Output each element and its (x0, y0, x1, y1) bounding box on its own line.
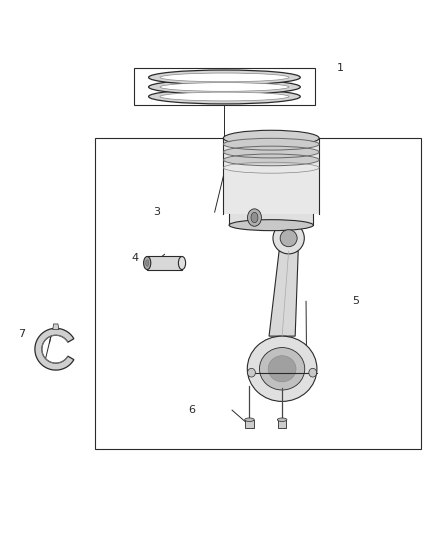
Ellipse shape (160, 92, 289, 101)
Ellipse shape (259, 348, 305, 390)
Ellipse shape (160, 73, 289, 82)
Ellipse shape (273, 223, 304, 254)
Ellipse shape (148, 70, 300, 85)
Bar (229, 214, 313, 225)
Bar (245, 419, 254, 427)
Ellipse shape (224, 147, 318, 157)
Text: 4: 4 (131, 253, 138, 263)
Ellipse shape (224, 140, 318, 149)
Text: 6: 6 (188, 405, 195, 415)
Ellipse shape (280, 230, 297, 247)
Ellipse shape (223, 130, 319, 146)
Text: 5: 5 (352, 296, 359, 306)
Ellipse shape (247, 209, 261, 226)
Ellipse shape (245, 418, 254, 422)
Polygon shape (35, 328, 74, 370)
Ellipse shape (247, 368, 255, 377)
Polygon shape (53, 324, 59, 329)
Ellipse shape (178, 256, 186, 270)
Text: 1: 1 (336, 63, 343, 74)
Bar (278, 419, 286, 427)
Ellipse shape (148, 89, 300, 104)
Ellipse shape (277, 418, 287, 422)
Bar (134, 68, 315, 106)
Ellipse shape (229, 220, 313, 231)
Text: 3: 3 (153, 207, 160, 217)
Ellipse shape (268, 356, 296, 382)
Ellipse shape (247, 336, 317, 401)
Ellipse shape (144, 256, 151, 270)
Bar (147, 256, 182, 270)
Ellipse shape (224, 155, 318, 165)
Bar (95, 138, 421, 449)
Text: 2: 2 (250, 138, 257, 148)
Ellipse shape (145, 260, 149, 266)
Bar (223, 138, 319, 214)
Ellipse shape (160, 83, 289, 91)
Polygon shape (269, 251, 298, 336)
Ellipse shape (309, 368, 317, 377)
Ellipse shape (148, 79, 300, 94)
Text: 7: 7 (18, 329, 25, 339)
Ellipse shape (251, 212, 258, 223)
